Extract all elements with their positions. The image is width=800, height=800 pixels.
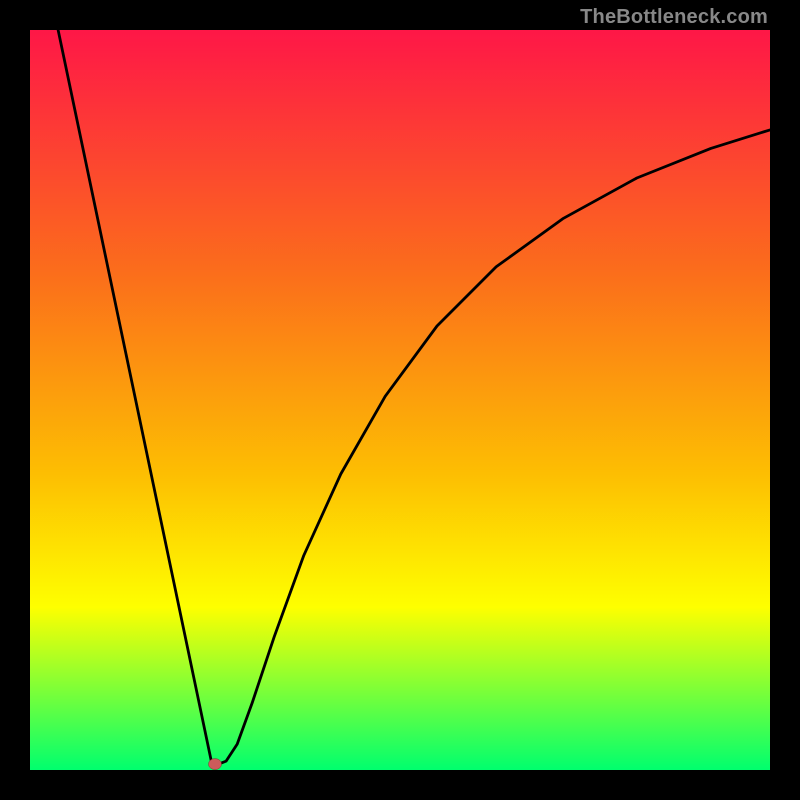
chart-plot-area bbox=[30, 30, 770, 770]
watermark-text: TheBottleneck.com bbox=[580, 6, 768, 29]
